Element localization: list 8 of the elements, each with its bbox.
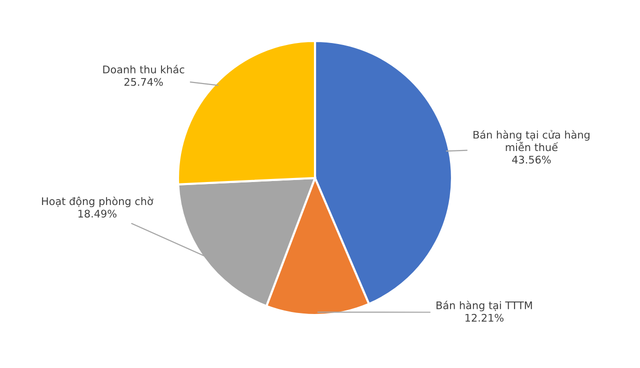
- data-label: 12.21%: [466, 314, 504, 322]
- slice-label: Bán hàng tại TTTM: [436, 300, 532, 312]
- data-label: 18.49%: [78, 210, 116, 218]
- slice-label: Hoạt động phòng chờ: [42, 196, 154, 208]
- data-label: 43.56%: [512, 156, 551, 164]
- data-label: 25.74%: [124, 78, 163, 86]
- slice-label: Doanh thu khác: [103, 64, 184, 74]
- slice-label: Bán hàng tại cửa hàng miễn thuế: [474, 130, 590, 152]
